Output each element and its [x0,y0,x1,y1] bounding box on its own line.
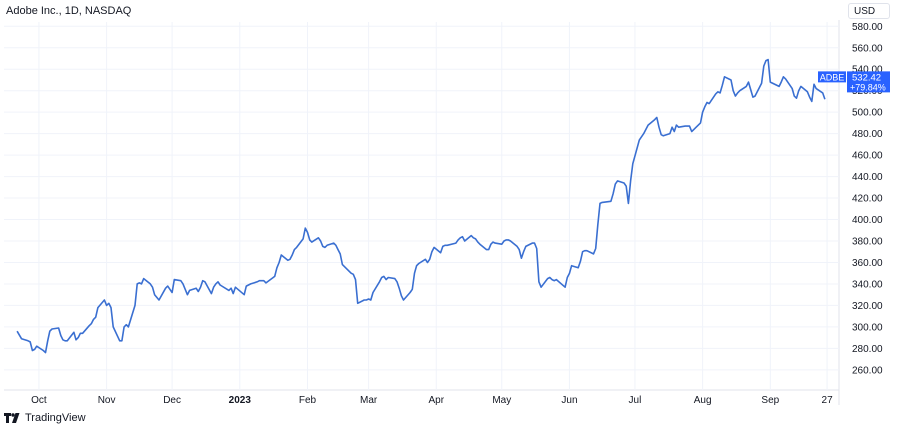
last-price-value: 532.42 [852,72,881,83]
x-tick-label: 2023 [229,395,252,406]
series-line-adbe [16,58,826,354]
last-price-change: +79.84% [850,82,886,92]
x-tick-label: Jul [629,395,642,406]
x-tick-label: Feb [299,395,317,406]
y-tick-label: 260.00 [852,365,883,376]
x-tick-label: Sep [761,395,779,406]
y-tick-label: 420.00 [852,194,883,205]
y-tick-label: 540.00 [852,65,883,76]
ticker-tag [818,71,846,83]
y-tick-label: 460.00 [852,151,883,162]
y-tick-label: 300.00 [852,322,883,333]
x-tick-label: Oct [31,395,47,406]
tradingview-branding[interactable]: TradingView [4,412,86,424]
y-tick-label: 320.00 [852,301,883,312]
y-tick-label: 500.00 [852,108,883,119]
x-tick-label: Dec [163,395,181,406]
x-tick-label: 27 [822,395,834,406]
y-tick-label: 480.00 [852,129,883,140]
y-tick-label: 440.00 [852,172,883,183]
y-tick-label: 280.00 [852,344,883,355]
last-price-tag [847,71,890,93]
y-tick-label: 560.00 [852,43,883,54]
y-tick-label: 380.00 [852,237,883,248]
chart-title: Adobe Inc., 1D, NASDAQ [6,5,132,17]
x-tick-label: Aug [694,395,712,406]
currency-selector[interactable]: USD [848,3,890,19]
y-tick-label: 340.00 [852,279,883,290]
ticker-tag-label: ADBE [820,72,845,82]
y-tick-label: 580.00 [852,22,883,33]
x-tick-label: Jun [561,395,577,406]
x-tick-label: Nov [98,395,116,406]
x-tick-label: Apr [429,395,445,406]
x-tick-label: Mar [360,395,378,406]
x-tick-label: May [492,395,511,406]
tradingview-logo-icon [4,413,20,423]
y-tick-label: 360.00 [852,258,883,269]
tradingview-label: TradingView [25,412,86,424]
y-tick-label: 400.00 [852,215,883,226]
